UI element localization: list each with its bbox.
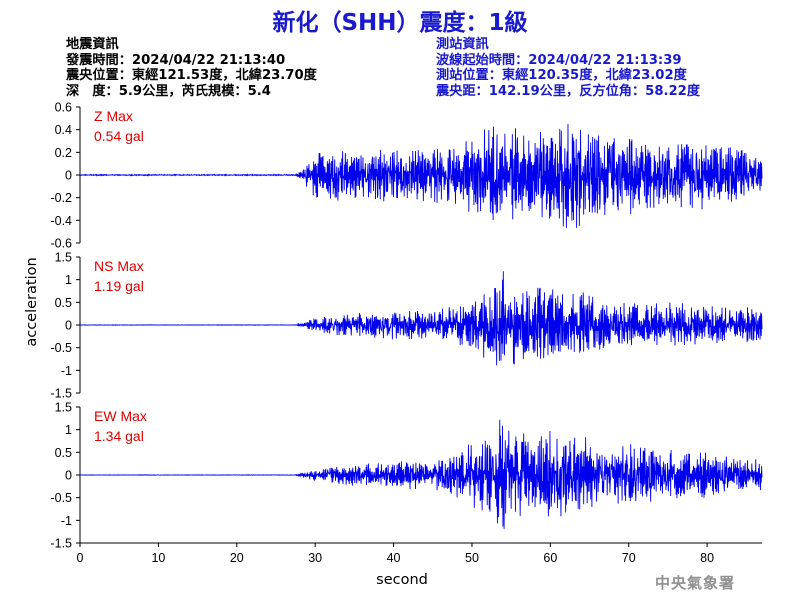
max-value-ns: 1.19 gal	[94, 278, 144, 294]
y-tick-label: 0	[65, 169, 72, 183]
y-tick-label: 0.6	[55, 101, 72, 115]
y-tick-label: -0.5	[50, 341, 72, 355]
y-tick-label: 1.5	[55, 401, 72, 415]
y-tick-label: 0	[65, 319, 72, 333]
agency-watermark: 中央氣象署	[655, 574, 736, 592]
y-tick-label: 1	[65, 273, 72, 287]
y-tick-label: 1.5	[55, 251, 72, 265]
y-tick-label: -0.2	[50, 191, 72, 205]
y-tick-label: -0.5	[50, 491, 72, 505]
x-axis-label: second	[376, 572, 428, 588]
y-tick-label: -0.4	[50, 214, 72, 228]
station-info-block: 測站資訊 波線起始時間：2024/04/22 21:13:39 測站位置：東經1…	[436, 37, 700, 99]
earthquake-info-block: 地震資訊 發震時間：2024/04/22 21:13:40 震央位置：東經121…	[66, 37, 317, 99]
y-tick-label: 0.2	[55, 146, 72, 160]
earthquake-info-heading: 地震資訊	[66, 37, 119, 52]
y-tick-label: 0.4	[55, 123, 72, 137]
max-label-ns: NS Max	[94, 258, 144, 274]
x-tick-label: 30	[308, 551, 322, 565]
y-axis-label: acceleration	[24, 257, 40, 347]
x-tick-label: 0	[77, 551, 84, 565]
y-tick-label: -1.5	[50, 537, 72, 551]
y-tick-label: -1.5	[50, 387, 72, 401]
y-tick-label: 0.5	[55, 296, 72, 310]
station-info-heading: 測站資訊	[436, 37, 489, 52]
y-tick-label: 0	[65, 469, 72, 483]
max-value-ew: 1.34 gal	[94, 428, 144, 444]
x-tick-label: 20	[230, 551, 244, 565]
max-label-ew: EW Max	[94, 408, 147, 424]
x-tick-label: 60	[543, 551, 557, 565]
max-value-z: 0.54 gal	[94, 128, 144, 144]
x-tick-label: 70	[622, 551, 636, 565]
max-label-z: Z Max	[94, 108, 133, 124]
x-tick-label: 50	[465, 551, 479, 565]
station-location: 測站位置：東經120.35度，北緯23.02度	[436, 68, 687, 83]
y-tick-label: -1	[61, 514, 72, 528]
x-tick-label: 10	[151, 551, 165, 565]
epicenter-location: 震央位置：東經121.53度，北緯23.70度	[66, 68, 317, 83]
y-tick-label: 1	[65, 423, 72, 437]
waveform-ew	[80, 419, 763, 529]
y-tick-label: 0.5	[55, 446, 72, 460]
y-tick-label: -0.6	[50, 237, 72, 251]
origin-time: 發震時間：2024/04/22 21:13:40	[66, 52, 286, 68]
waveform-z	[79, 124, 763, 228]
x-tick-label: 40	[387, 551, 401, 565]
x-tick-label: 80	[700, 551, 714, 565]
y-tick-label: -1	[61, 364, 72, 378]
waveform-ns	[79, 271, 763, 366]
wave-start-time: 波線起始時間：2024/04/22 21:13:39	[436, 52, 682, 68]
page-title: 新化（SHH）震度：1級	[272, 10, 528, 36]
epicentral-distance: 震央距：142.19公里，反方位角：58.22度	[436, 83, 701, 99]
depth-magnitude: 深 度：5.9公里，芮氏規模：5.4	[66, 83, 271, 99]
